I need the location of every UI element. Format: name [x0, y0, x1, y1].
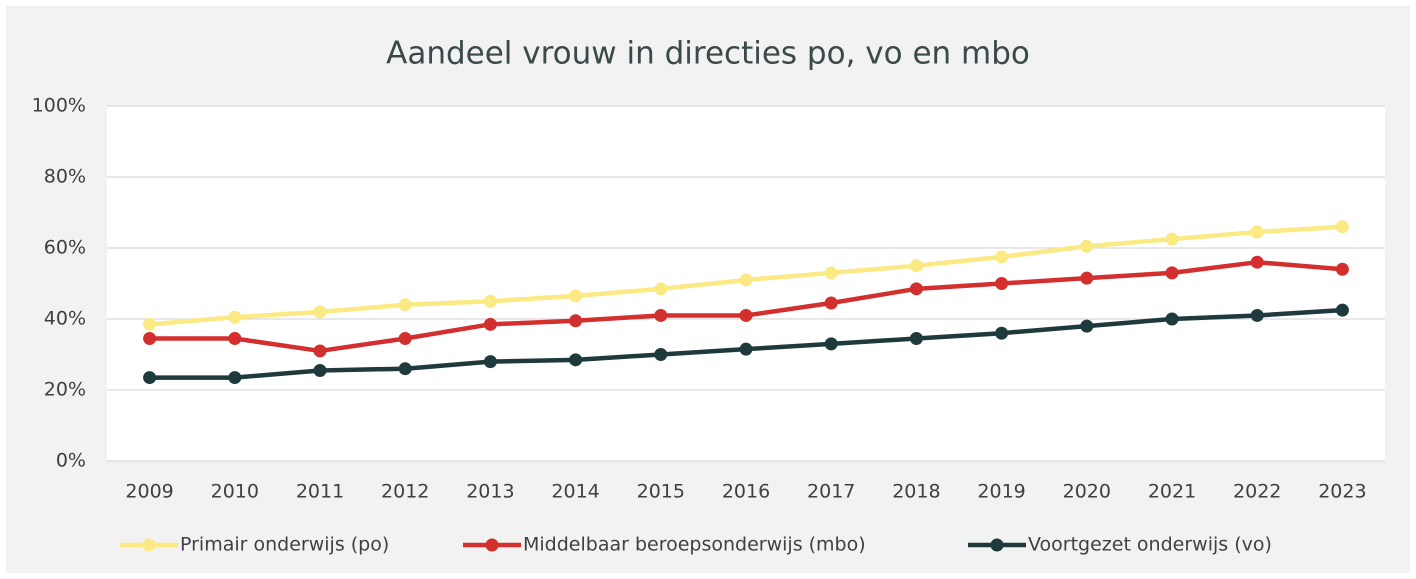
series-marker: [483, 355, 497, 369]
x-tick-label: 2012: [381, 481, 429, 503]
series-marker: [1080, 271, 1094, 285]
series-marker: [228, 332, 242, 346]
x-tick-label: 2023: [1318, 481, 1366, 503]
y-tick-label: 100%: [32, 95, 86, 117]
series-marker: [995, 277, 1009, 290]
series-marker: [909, 282, 923, 296]
series-marker: [824, 266, 838, 280]
x-tick-label: 2009: [125, 481, 173, 503]
series-marker: [739, 342, 753, 356]
y-tick-label: 40%: [44, 308, 86, 330]
series-marker: [654, 282, 668, 296]
series-marker: [313, 305, 327, 319]
series-marker: [995, 326, 1009, 340]
y-tick-label: 80%: [44, 166, 86, 188]
series-marker: [654, 348, 668, 361]
x-tick-label: 2019: [977, 481, 1025, 503]
series-marker: [313, 344, 327, 358]
series-marker: [1250, 308, 1264, 322]
series-marker: [1335, 262, 1349, 276]
chart-title: Aandeel vrouw in directies po, vo en mbo: [386, 36, 1030, 72]
series-marker: [995, 250, 1009, 264]
series-marker: [483, 317, 497, 331]
series-marker: [143, 371, 157, 385]
x-tick-label: 2011: [296, 481, 344, 503]
legend-marker: [990, 538, 1004, 552]
series-marker: [654, 308, 668, 322]
series-marker: [569, 353, 583, 367]
series-marker: [143, 332, 157, 346]
legend-label: Middelbaar beroepsonderwijs (mbo): [523, 534, 866, 556]
series-marker: [739, 273, 753, 287]
series-marker: [143, 317, 157, 331]
series-marker: [1335, 303, 1349, 317]
series-marker: [398, 362, 412, 376]
series-marker: [569, 314, 583, 328]
legend-label: Primair onderwijs (po): [180, 534, 389, 556]
x-tick-label: 2021: [1148, 481, 1196, 503]
series-marker: [1250, 225, 1264, 239]
x-tick-label: 2016: [722, 481, 770, 503]
series-marker: [909, 259, 923, 273]
series-marker: [824, 337, 838, 351]
series-marker: [1250, 255, 1264, 269]
series-marker: [569, 289, 583, 303]
y-tick-label: 20%: [44, 379, 86, 401]
series-marker: [1335, 220, 1349, 234]
x-tick-label: 2018: [892, 481, 940, 503]
series-marker: [909, 332, 923, 346]
series-marker: [313, 363, 327, 377]
y-tick-label: 60%: [44, 237, 86, 259]
x-tick-label: 2010: [211, 481, 259, 503]
x-tick-label: 2015: [637, 481, 685, 503]
series-marker: [1165, 312, 1179, 326]
x-tick-label: 2013: [466, 481, 514, 503]
legend-marker: [485, 538, 499, 552]
series-marker: [824, 296, 838, 310]
series-marker: [483, 294, 497, 308]
series-marker: [228, 310, 242, 324]
series-marker: [739, 308, 753, 322]
series-marker: [398, 298, 412, 312]
legend-marker: [142, 538, 156, 552]
series-marker: [228, 371, 242, 385]
x-tick-label: 2014: [551, 481, 599, 503]
series-marker: [1080, 239, 1094, 253]
legend-label: Voortgezet onderwijs (vo): [1028, 534, 1272, 556]
series-marker: [1080, 319, 1094, 333]
x-tick-label: 2017: [807, 481, 855, 503]
series-marker: [398, 332, 412, 346]
y-tick-label: 0%: [56, 450, 86, 472]
series-marker: [1165, 266, 1179, 280]
x-tick-label: 2022: [1233, 481, 1281, 503]
x-tick-label: 2020: [1063, 481, 1111, 503]
series-marker: [1165, 232, 1179, 246]
